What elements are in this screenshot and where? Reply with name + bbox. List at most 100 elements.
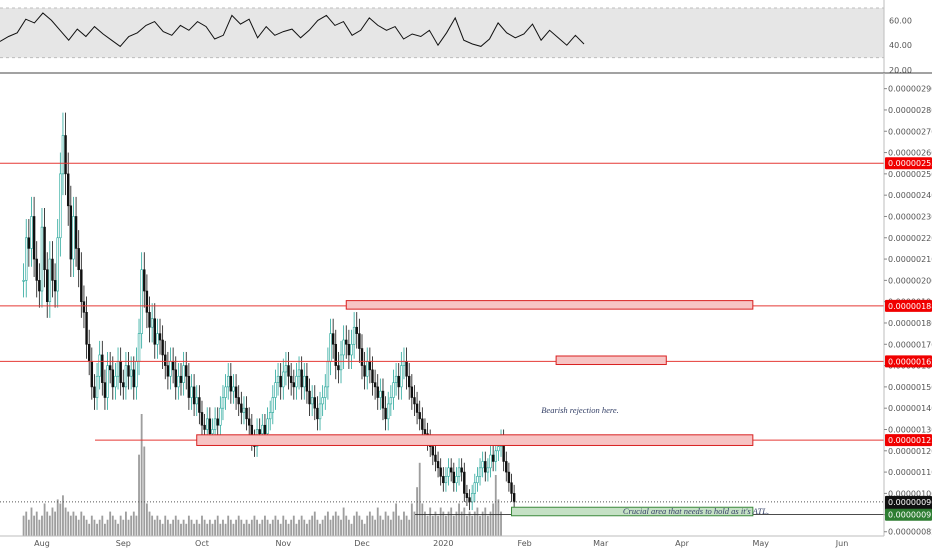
candle [507, 471, 511, 484]
candle [185, 365, 188, 377]
candle [358, 333, 361, 349]
candle [337, 365, 340, 371]
candle [232, 386, 235, 392]
time-tick-label: Apr [675, 539, 690, 548]
volume-bar [222, 519, 224, 536]
volume-bar [285, 519, 287, 536]
price-tick-label: 0.00000260 [888, 149, 932, 158]
candle [279, 375, 282, 388]
volume-bar [264, 515, 266, 536]
candle [410, 386, 414, 398]
volume-bar [111, 515, 114, 536]
candle [292, 382, 296, 388]
candle [203, 424, 206, 430]
volume-bar [379, 515, 382, 536]
price-tick-label: 0.00000120 [888, 447, 932, 456]
candle [394, 375, 398, 383]
candle [132, 369, 135, 388]
candle [48, 258, 52, 302]
candle [171, 361, 175, 371]
volume-bar [59, 503, 62, 536]
candle [470, 493, 474, 503]
resistance-zone[interactable] [196, 434, 754, 446]
candle [190, 386, 193, 398]
volume-bar [337, 515, 340, 536]
level-price-tag[interactable] [885, 299, 932, 312]
volume-bar [30, 507, 33, 536]
candle [318, 403, 322, 420]
volume-bar [492, 503, 495, 536]
volume-bar [46, 511, 49, 536]
level-price-tag-text: 0.00000125 [888, 436, 932, 445]
candle [300, 369, 303, 388]
level-price-tag[interactable] [885, 355, 932, 368]
volume-bar [195, 519, 198, 536]
time-axis[interactable]: Aug Sep Oct Nov Dec 2020 Feb Mar Apr May Jun [0, 535, 884, 548]
candle [486, 467, 490, 473]
volume-bar [311, 515, 314, 536]
candle [129, 369, 133, 377]
candle [415, 403, 419, 413]
volume-bar [80, 511, 83, 536]
time-tick-label: 2020 [433, 539, 453, 548]
candle [295, 375, 298, 388]
volume-bar [250, 519, 253, 536]
volume-bar [316, 519, 319, 536]
atl-price-tag[interactable] [885, 508, 932, 521]
volume-bar [114, 519, 117, 536]
candle [32, 216, 36, 260]
candle [242, 407, 246, 413]
volume-bar [219, 523, 222, 536]
volume-bar [321, 519, 324, 536]
volume-bar [397, 515, 400, 536]
price-axis[interactable]: 0.00000290 0.00000280 0.00000270 0.00000260… [883, 73, 932, 537]
candle [476, 476, 479, 484]
candle [127, 365, 130, 377]
candle [271, 397, 275, 413]
volume-bar [300, 515, 303, 536]
candle [423, 429, 427, 435]
candle [143, 269, 146, 292]
candle [413, 397, 416, 405]
level-price-tag[interactable] [885, 434, 932, 447]
candle [363, 365, 366, 377]
rsi-band [0, 8, 884, 58]
volume-bar [88, 523, 91, 536]
candle [360, 348, 364, 366]
volume-bar [130, 515, 133, 536]
candle [245, 407, 248, 420]
volume-bar [224, 523, 227, 536]
candle [38, 280, 41, 292]
volume-bar [473, 511, 476, 536]
resistance-zone[interactable] [345, 300, 754, 310]
support-zone[interactable] [511, 506, 754, 517]
time-tick-label: Sep [116, 539, 131, 548]
candle [352, 326, 356, 345]
candle [376, 386, 379, 398]
volume-bar [177, 519, 180, 536]
candle [27, 237, 31, 249]
volume-bar [193, 523, 196, 536]
volume-bar [319, 523, 321, 536]
volume-bar [486, 515, 489, 536]
volume-bar [132, 511, 135, 536]
price-tick-label: 0.00000220 [888, 234, 932, 243]
volume-bar [201, 515, 203, 536]
atl-support-note[interactable]: Crucial area that needs to hold as it's … [623, 506, 769, 516]
volume-bar [156, 515, 159, 536]
candle [156, 333, 159, 345]
candle [326, 361, 330, 388]
rsi-tick-label: 60.00 [889, 16, 912, 25]
candle [72, 216, 75, 260]
volume-bar [117, 523, 119, 536]
candle [106, 365, 109, 398]
resistance-zone[interactable] [555, 355, 667, 366]
level-price-tag[interactable] [885, 157, 932, 170]
candle [101, 354, 104, 383]
bearish-rejection-note[interactable]: Bearish rejection here. [541, 405, 619, 415]
candle [140, 269, 143, 334]
candle [473, 482, 477, 494]
volume-bar [22, 515, 25, 536]
price-tick-label: 0.00000110 [888, 468, 932, 477]
volume-bar [292, 515, 295, 536]
